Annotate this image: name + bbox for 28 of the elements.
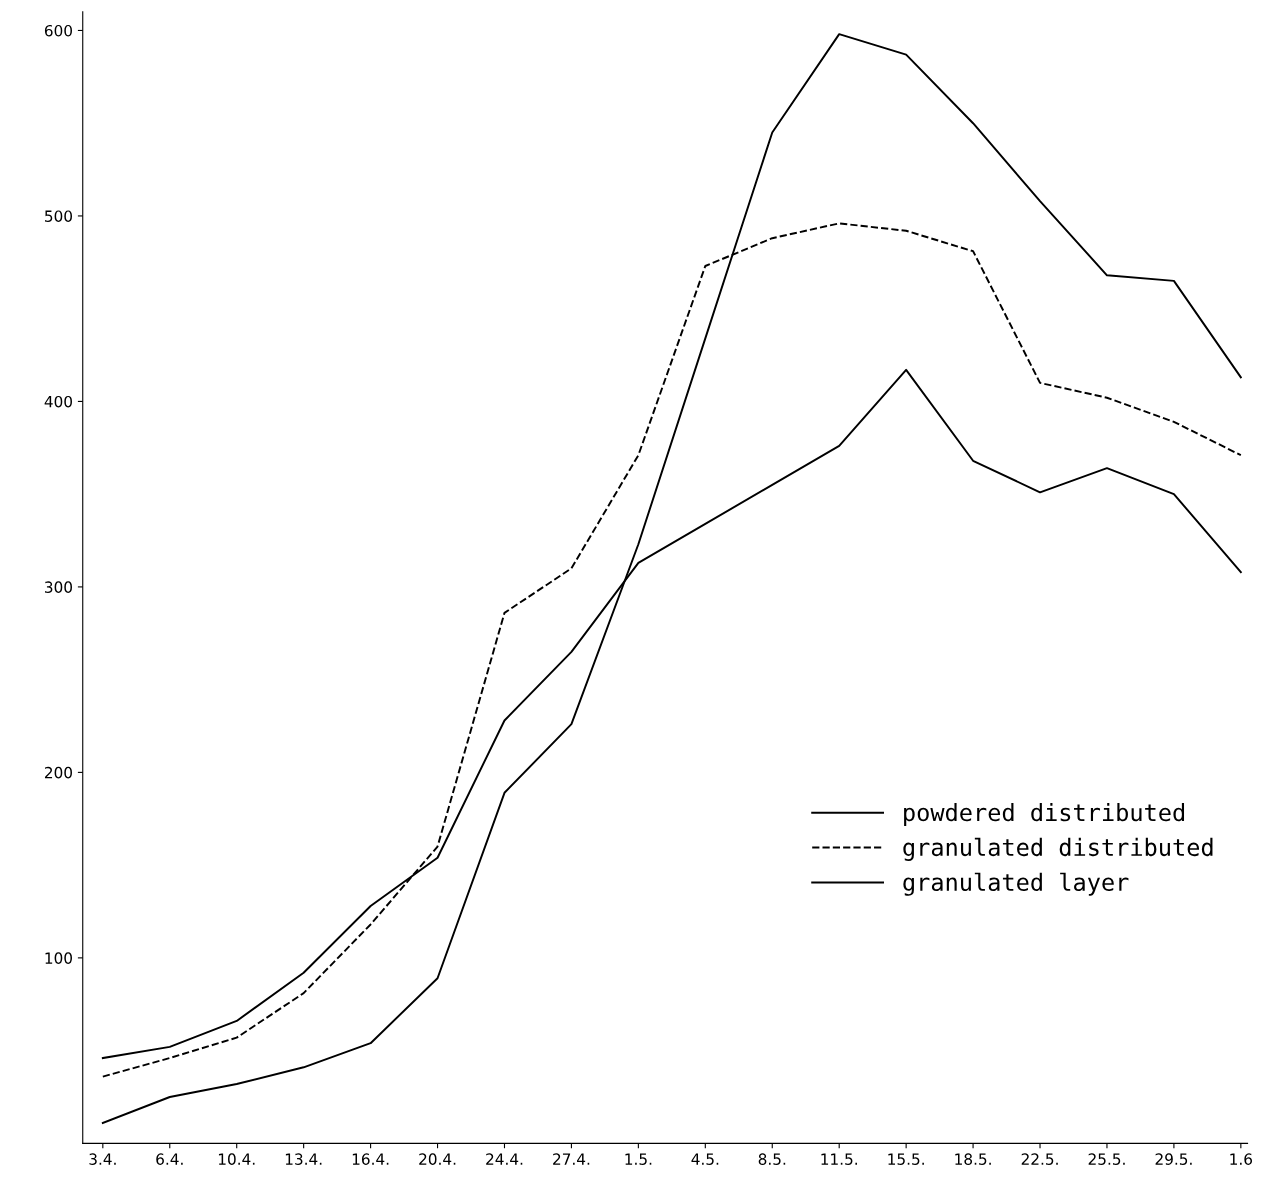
x-tick-label: 10.4.	[218, 1153, 255, 1165]
y-tick-label: 300	[45, 581, 73, 593]
x-tick-label: 11.5.	[821, 1153, 857, 1165]
y-tick-label: 200	[44, 766, 73, 779]
x-tick-label: 20.4.	[419, 1153, 456, 1165]
x-tick-label: 29.5.	[1155, 1153, 1192, 1165]
x-tick-label: 1.5.	[625, 1153, 652, 1165]
x-tick-label: 3.4.	[89, 1153, 116, 1165]
x-tick-label: 25.5.	[1088, 1153, 1125, 1165]
line-series	[101, 33, 1242, 1124]
legend-label: granulated layer	[903, 872, 1129, 896]
legend-label: powdered distributed	[904, 803, 1185, 826]
x-tick-label: 16.4.	[352, 1153, 389, 1165]
x-tick-label: 1.6	[1230, 1153, 1253, 1165]
y-tick-label: 400	[44, 395, 73, 408]
legend-label: granulated distributed	[903, 837, 1213, 861]
y-tick-label: 600	[44, 24, 73, 37]
x-tick-label: 18.5.	[955, 1153, 991, 1165]
x-tick-label: 22.5.	[1021, 1153, 1058, 1165]
x-tick-label: 4.5.	[691, 1153, 719, 1165]
x-tick-label: 13.4.	[285, 1153, 322, 1165]
x-tick-label: 8.5.	[758, 1153, 786, 1165]
y-tick-label: 500	[45, 210, 73, 222]
x-tick-label: 15.5.	[888, 1153, 924, 1165]
x-tick-label: 24.4.	[486, 1153, 523, 1165]
x-tick-label: 27.4.	[553, 1153, 590, 1165]
y-tick-label: 100	[45, 952, 73, 964]
x-tick-label: 6.4.	[156, 1153, 183, 1165]
